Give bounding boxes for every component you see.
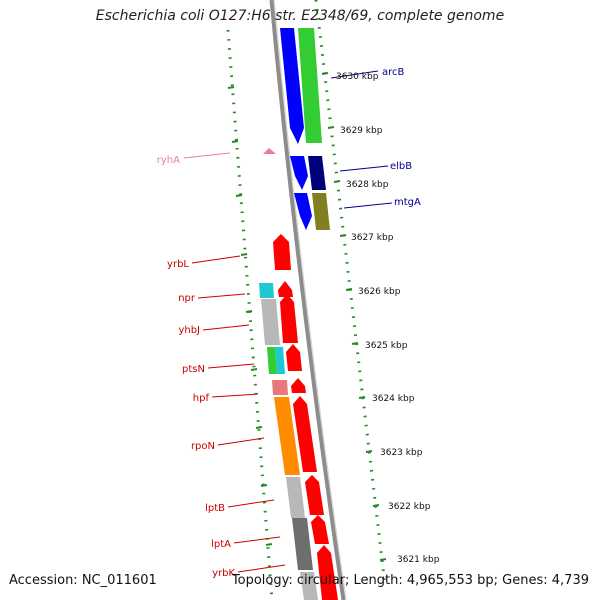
cds-yhbJ [261,299,280,345]
gene-label-yrbK: yrbK [212,568,235,579]
cds-hpf [272,380,288,395]
gene-label-lptA: lptA [211,539,231,550]
genome-backbone [269,0,347,600]
tick-label: 3624 kbp [372,394,415,404]
tick-label: 3629 kbp [340,126,383,136]
genome-backbone-highlight [273,0,347,600]
forward-strand-genes [280,28,330,230]
gene-ryhA-rna [263,148,276,154]
genome-summary: Topology: circular; Length: 4,965,553 bp… [231,573,589,588]
tick-label: 3626 kbp [358,287,401,297]
gene-mtgA-forward [294,193,312,230]
reverse-strand-genes [259,234,338,600]
gene-arcB-forward [280,28,304,144]
cds-rpoN [274,397,300,475]
cds-mtgA-forward [312,193,330,230]
cds-ptsN-green [267,347,277,374]
gene-label-yrbL: yrbL [167,259,189,270]
gene-yrbL-reverse [273,234,291,270]
gene-label-yhbJ: yhbJ [178,325,200,336]
tick-label: 3628 kbp [346,180,389,190]
gene-label-mtgA: mtgA [394,197,421,208]
accession-label: Accession: NC_011601 [9,573,157,588]
gene-label-rpoN: rpoN [191,441,215,452]
map-title: Escherichia coli O127:H6 str. E2348/69, … [95,8,505,24]
gene-label-npr: npr [178,293,196,304]
gene-elbB-forward [290,156,308,190]
cds-npr [259,283,274,298]
gene-label-elbB: elbB [390,161,412,172]
tick-label: 3630 kbp [336,72,379,82]
tick-label: 3627 kbp [351,233,394,243]
major-ticks [227,72,387,561]
cds-yrbK [300,572,318,600]
gene-yrbK-reverse [317,545,338,600]
cds-lptA [292,518,313,570]
gene-label-ptsN: ptsN [182,364,205,375]
gene-yhbJ-reverse [280,294,298,343]
cds-elbB-forward [308,156,326,190]
cds-lptB [286,477,305,518]
gene-label-ryhA: ryhA [157,155,180,166]
gene-hpf-reverse [291,378,306,393]
gene-rpoN-reverse [293,396,317,472]
tick-label: 3623 kbp [380,448,423,458]
cds-ptsN-cyan [275,347,285,374]
gene-ptsN-reverse [286,344,302,371]
cds-arcB-forward [298,28,322,143]
gene-lptA-reverse [311,515,329,544]
tick-label: 3621 kbp [397,555,440,565]
label-leaders [183,70,393,573]
tick-label: 3625 kbp [365,341,408,351]
tick-label: 3622 kbp [388,502,431,512]
gene-label-hpf: hpf [193,393,210,404]
gene-lptB-reverse [305,475,324,515]
gene-label-lptB: lptB [205,503,225,514]
gene-label-arcB: arcB [382,67,405,78]
gene-npr-reverse [278,281,293,297]
